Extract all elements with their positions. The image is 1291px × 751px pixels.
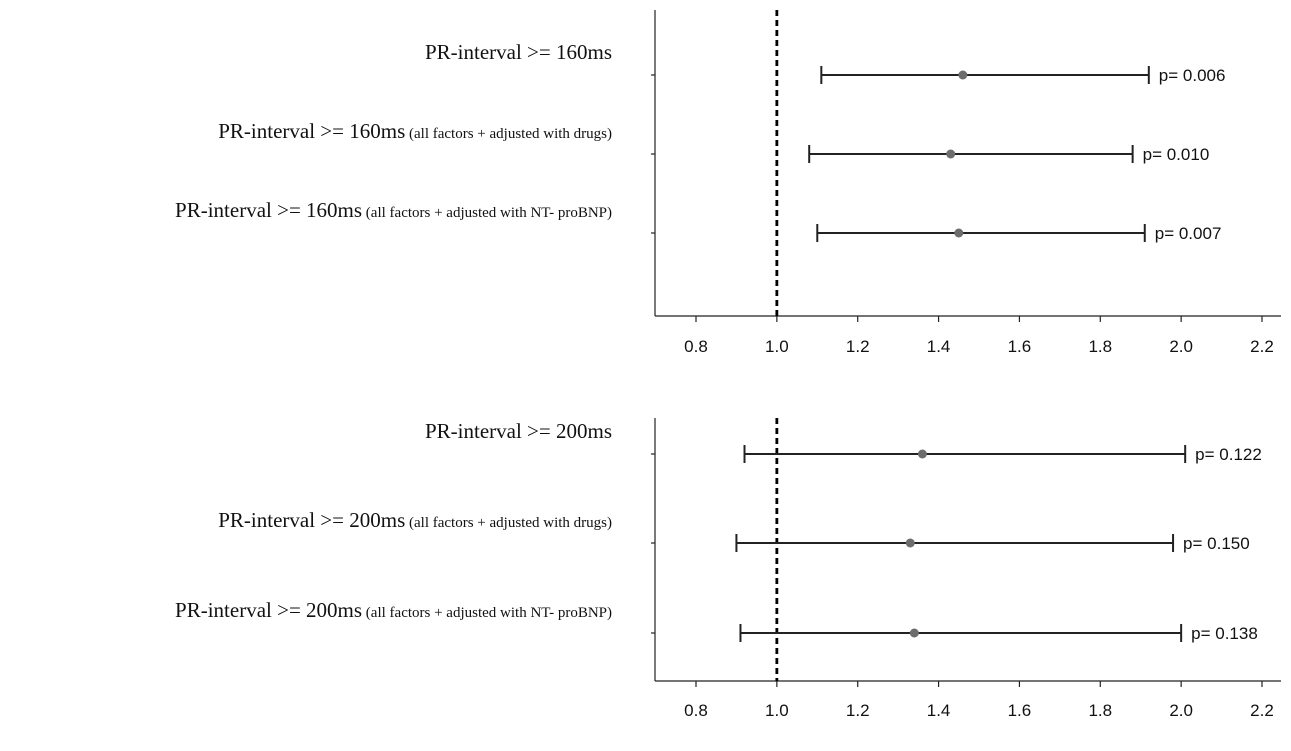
row-label-main: PR-interval >= 200ms bbox=[175, 598, 362, 622]
row-label-note: (all factors + adjusted with drugs) bbox=[405, 126, 612, 142]
x-tick-label: 1.4 bbox=[927, 701, 951, 720]
row-label: PR-interval >= 160ms (all factors + adju… bbox=[175, 198, 612, 222]
x-tick-label: 0.8 bbox=[684, 701, 708, 720]
p-value-label: p= 0.007 bbox=[1155, 224, 1222, 243]
row-label: PR-interval >= 200ms (all factors + adju… bbox=[175, 598, 612, 622]
point-estimate bbox=[905, 538, 915, 548]
p-value-label: p= 0.010 bbox=[1143, 145, 1210, 164]
row-label-main: PR-interval >= 200ms bbox=[425, 419, 612, 443]
x-tick-label: 1.2 bbox=[846, 337, 870, 356]
x-tick-label: 1.6 bbox=[1008, 337, 1032, 356]
x-tick-label: 1.6 bbox=[1008, 701, 1032, 720]
x-tick-label: 2.2 bbox=[1250, 337, 1274, 356]
row-label: PR-interval >= 200ms bbox=[425, 419, 612, 443]
x-tick-label: 1.2 bbox=[846, 701, 870, 720]
p-value-label: p= 0.006 bbox=[1159, 66, 1226, 85]
x-tick-label: 2.0 bbox=[1169, 337, 1193, 356]
row-label-note: (all factors + adjusted with drugs) bbox=[405, 515, 612, 531]
row-label-main: PR-interval >= 160ms bbox=[175, 198, 362, 222]
point-estimate bbox=[946, 149, 956, 159]
x-tick-label: 2.2 bbox=[1250, 701, 1274, 720]
row-label: PR-interval >= 160ms bbox=[425, 40, 612, 64]
forest-panel-pr200: 0.8 1.0 1.2 1.4 1.6 1.8 2.0 2.2 PR-interval >= 2… bbox=[175, 418, 1281, 720]
row-label: PR-interval >= 160ms (all factors + adju… bbox=[218, 119, 612, 143]
point-estimate bbox=[909, 628, 919, 638]
point-estimate bbox=[954, 228, 964, 238]
forest-panel-pr160: 0.8 1.0 1.2 1.4 1.6 1.8 2.0 2.2 PR-interval >= 1… bbox=[175, 10, 1281, 356]
row-label-note: (all factors + adjusted with NT- proBNP) bbox=[362, 605, 612, 621]
p-value-label: p= 0.138 bbox=[1191, 624, 1258, 643]
x-tick-label: 1.0 bbox=[765, 701, 789, 720]
p-value-label: p= 0.150 bbox=[1183, 534, 1250, 553]
x-tick-label: 2.0 bbox=[1169, 701, 1193, 720]
row-label-main: PR-interval >= 160ms bbox=[218, 119, 405, 143]
p-value-label: p= 0.122 bbox=[1195, 445, 1262, 464]
row-label: PR-interval >= 200ms (all factors + adju… bbox=[218, 508, 612, 532]
x-tick-label: 0.8 bbox=[684, 337, 708, 356]
row-label-main: PR-interval >= 200ms bbox=[218, 508, 405, 532]
row-label-main: PR-interval >= 160ms bbox=[425, 40, 612, 64]
x-tick-label: 1.0 bbox=[765, 337, 789, 356]
x-tick-label: 1.4 bbox=[927, 337, 951, 356]
x-tick-label: 1.8 bbox=[1088, 701, 1112, 720]
point-estimate bbox=[958, 70, 968, 80]
point-estimate bbox=[917, 449, 927, 459]
row-label-note: (all factors + adjusted with NT- proBNP) bbox=[362, 205, 612, 221]
x-tick-label: 1.8 bbox=[1088, 337, 1112, 356]
